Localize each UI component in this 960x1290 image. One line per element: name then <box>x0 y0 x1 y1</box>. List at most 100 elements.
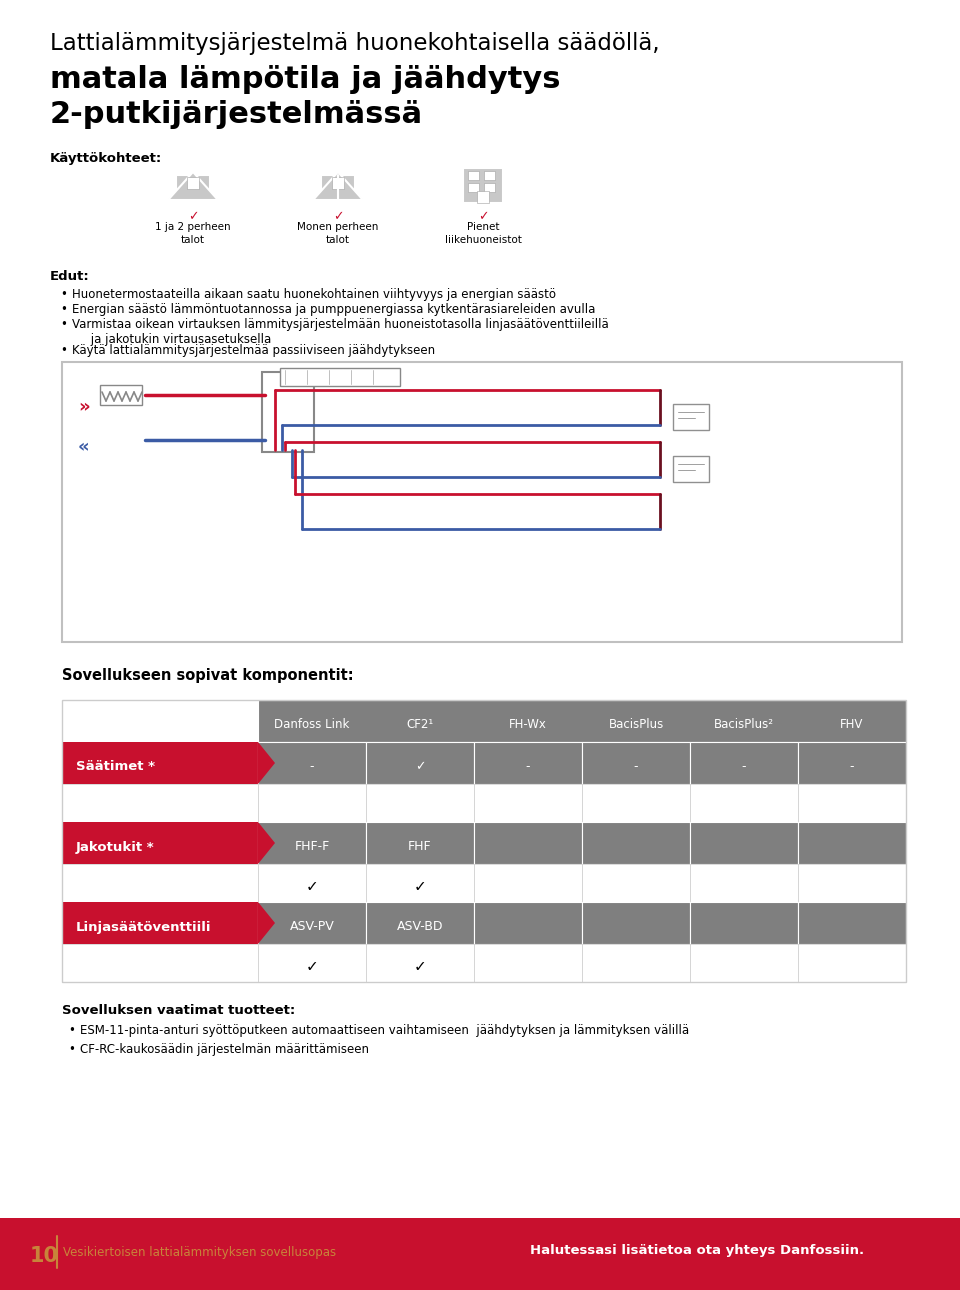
Bar <box>468 172 479 181</box>
Bar <box>673 404 709 430</box>
Bar <box>582 742 690 784</box>
Text: ✓: ✓ <box>188 210 199 223</box>
Text: Säätimet *: Säätimet * <box>76 761 155 774</box>
Text: -: - <box>634 761 638 774</box>
Bar <box>258 742 366 784</box>
Text: ✓: ✓ <box>305 880 319 894</box>
Bar <box>690 864 798 902</box>
Polygon shape <box>258 742 275 784</box>
Text: FH-Wx: FH-Wx <box>509 719 547 731</box>
Text: Käyttökohteet:: Käyttökohteet: <box>50 152 162 165</box>
Bar <box>474 944 582 982</box>
Text: talot: talot <box>326 235 350 245</box>
Bar <box>176 175 210 201</box>
Text: BacisPlus: BacisPlus <box>609 719 663 731</box>
Text: Halutessasi lisätietoa ota yhteys Danfossiin.: Halutessasi lisätietoa ota yhteys Danfos… <box>530 1244 864 1256</box>
Bar <box>62 700 906 982</box>
Polygon shape <box>313 172 363 200</box>
Text: -: - <box>526 761 530 774</box>
Bar <box>62 742 258 784</box>
Text: FHF-F: FHF-F <box>295 841 329 854</box>
Text: •: • <box>68 1024 75 1037</box>
Text: -: - <box>850 761 854 774</box>
Bar <box>62 362 902 642</box>
Text: Danfoss Link: Danfoss Link <box>275 719 349 731</box>
Text: CF2¹: CF2¹ <box>406 719 434 731</box>
Text: Sovellukseen sopivat komponentit:: Sovellukseen sopivat komponentit: <box>62 668 353 682</box>
Text: Varmistaa oikean virtauksen lämmitysjärjestelmään huoneistotasolla linjasäätöven: Varmistaa oikean virtauksen lämmitysjärj… <box>72 319 609 346</box>
Text: Energian säästö lämmöntuotannossa ja pumppuenergiassa kytkentärasiareleiden avul: Energian säästö lämmöntuotannossa ja pum… <box>72 303 595 316</box>
Text: -: - <box>742 761 746 774</box>
Bar <box>366 742 474 784</box>
Text: »: » <box>78 399 89 415</box>
Bar <box>332 177 344 190</box>
Bar <box>366 784 474 822</box>
Bar <box>582 944 690 982</box>
Bar <box>798 822 906 864</box>
Text: •: • <box>68 1044 75 1057</box>
Bar <box>258 944 366 982</box>
Bar <box>366 864 474 902</box>
Text: liikehuoneistot: liikehuoneistot <box>444 235 521 245</box>
Bar <box>798 902 906 944</box>
Polygon shape <box>258 902 275 944</box>
Text: Sovelluksen vaatimat tuotteet:: Sovelluksen vaatimat tuotteet: <box>62 1004 296 1017</box>
Bar <box>366 822 474 864</box>
Bar <box>62 822 258 864</box>
Bar <box>477 191 489 203</box>
Bar <box>474 864 582 902</box>
Text: 10: 10 <box>30 1246 59 1265</box>
Bar <box>474 902 582 944</box>
Bar <box>366 902 474 944</box>
Bar <box>62 944 258 982</box>
Bar <box>258 784 366 822</box>
Bar <box>62 784 258 822</box>
Bar <box>798 742 906 784</box>
Text: •: • <box>60 319 67 332</box>
Text: Linjasäätöventtiili: Linjasäätöventtiili <box>76 921 211 934</box>
Text: 1 ja 2 perheen: 1 ja 2 perheen <box>156 222 230 232</box>
Bar <box>100 384 142 405</box>
Bar <box>0 1218 960 1290</box>
Text: •: • <box>60 303 67 316</box>
Bar <box>690 822 798 864</box>
Bar <box>474 784 582 822</box>
Bar <box>690 944 798 982</box>
Bar <box>463 168 503 203</box>
Bar <box>468 183 479 192</box>
Bar <box>690 902 798 944</box>
Text: ✓: ✓ <box>414 880 426 894</box>
Text: ✓: ✓ <box>415 761 425 774</box>
Text: •: • <box>60 288 67 301</box>
Bar <box>582 822 690 864</box>
Bar <box>484 183 495 192</box>
Bar <box>258 822 366 864</box>
Text: FHF: FHF <box>408 841 432 854</box>
Bar <box>62 864 258 902</box>
Bar <box>582 784 690 822</box>
Text: 2-putkijärjestelmässä: 2-putkijärjestelmässä <box>50 101 423 129</box>
Text: ASV-BD: ASV-BD <box>396 921 444 934</box>
Text: ✓: ✓ <box>478 210 489 223</box>
Text: Jakotukit *: Jakotukit * <box>76 841 155 854</box>
Text: ESM-11-pinta-anturi syöttöputkeen automaattiseen vaihtamiseen  jäähdytyksen ja l: ESM-11-pinta-anturi syöttöputkeen automa… <box>80 1024 689 1037</box>
Bar <box>258 902 366 944</box>
Text: Vesikiertoisen lattialämmityksen sovellusopas: Vesikiertoisen lattialämmityksen sovellu… <box>63 1246 336 1259</box>
Bar <box>798 944 906 982</box>
Text: Pienet: Pienet <box>467 222 499 232</box>
Text: «: « <box>78 439 89 455</box>
Text: ASV-PV: ASV-PV <box>290 921 334 934</box>
Text: matala lämpötila ja jäähdytys: matala lämpötila ja jäähdytys <box>50 64 561 94</box>
Bar <box>484 172 495 181</box>
Text: BacisPlus²: BacisPlus² <box>714 719 774 731</box>
Bar <box>258 700 906 742</box>
Text: Huonetermostaateilla aikaan saatu huonekohtainen viihtyvyys ja energian säästö: Huonetermostaateilla aikaan saatu huonek… <box>72 288 556 301</box>
Text: Monen perheen: Monen perheen <box>298 222 378 232</box>
Bar <box>321 175 355 201</box>
Text: CF-RC-kaukosäädin järjestelmän määrittämiseen: CF-RC-kaukosäädin järjestelmän määrittäm… <box>80 1044 369 1057</box>
Bar <box>798 864 906 902</box>
Polygon shape <box>168 172 218 200</box>
Text: Käytä lattialämmitysjärjestelmää passiiviseen jäähdytykseen: Käytä lattialämmitysjärjestelmää passiiv… <box>72 344 435 357</box>
Bar <box>474 822 582 864</box>
Bar <box>798 784 906 822</box>
